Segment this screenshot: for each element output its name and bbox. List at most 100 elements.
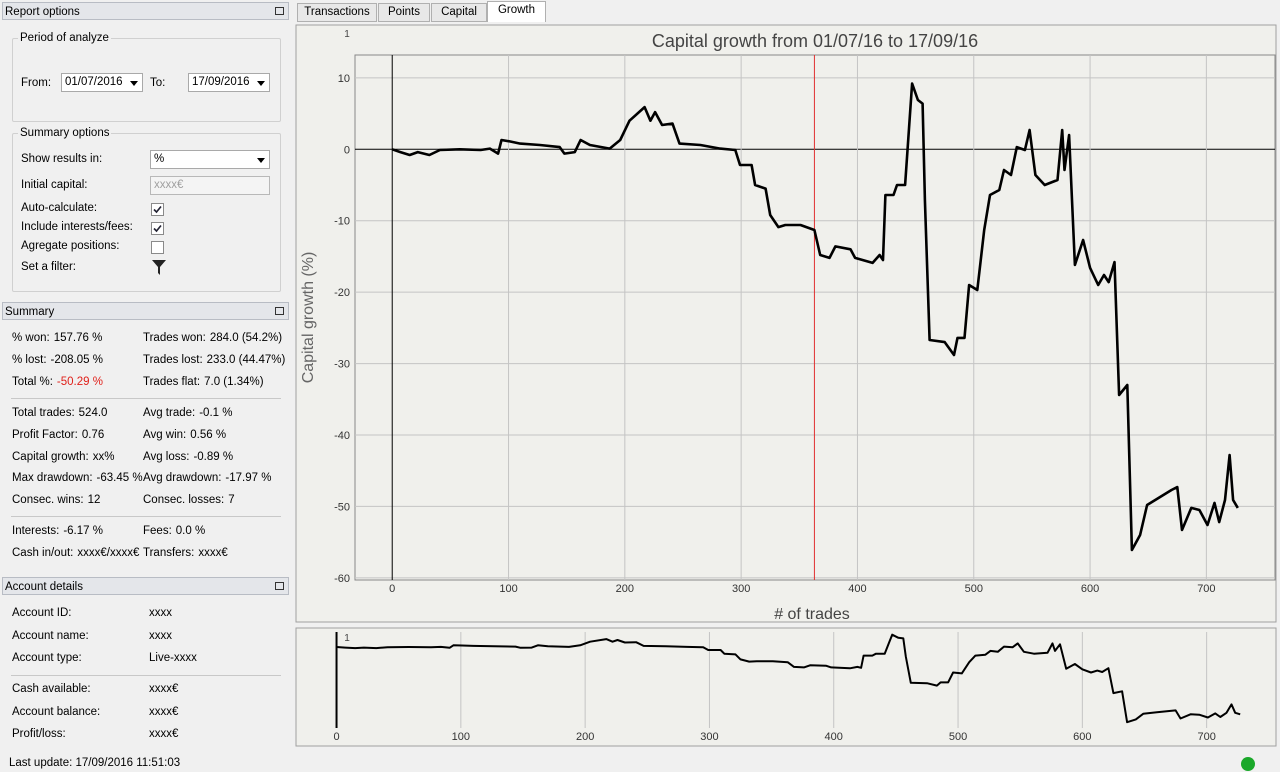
x-tick-label: 600 [1081,583,1099,595]
x-tick-label: 700 [1197,731,1215,743]
results-unit-select[interactable]: % [150,150,270,169]
y-tick-label: -30 [334,359,350,371]
section-header[interactable]: Account details [2,577,289,595]
y-tick-label: -10 [334,216,350,228]
label: Agregate positions: [21,240,120,252]
detail-label: Profit/loss: [12,728,66,740]
item-value: -208.05 % [50,353,103,366]
tab[interactable]: Transactions [297,3,377,22]
section-header[interactable]: Summary [2,302,289,320]
summary-item: Fees: 0.0 % [143,525,205,537]
item-value: 12 [87,494,101,507]
summary-item: % won: 157.76 % [12,332,102,344]
date-picker[interactable]: 17/09/2016 [188,73,270,92]
summary-item: Trades lost: 233.0 (44.47%) [143,354,285,366]
summary-item: Consec. losses: 7 [143,494,235,506]
section-header[interactable]: Report options [2,2,289,20]
label: Initial capital: [21,179,88,191]
summary-item: Interests: -6.17 % [12,525,103,537]
item-label: Total trades: [12,407,75,419]
chart-title: Capital growth from 01/07/16 to 17/09/16 [652,31,978,51]
detail-value: xxxx€ [149,705,179,718]
float-button[interactable] [275,582,284,590]
group-title: Period of analyze [18,32,111,44]
label: Include interests/fees: [21,221,133,233]
item-value: -17.97 % [225,472,272,485]
item-value: 0.0 % [175,525,206,537]
item-label: Consec. losses: [143,494,225,507]
section-title: Account details [5,581,83,593]
summary-item: Trades won: 284.0 (54.2%) [143,332,282,344]
x-tick-label: 300 [732,583,750,595]
checkbox[interactable] [151,203,164,216]
item-value: -6.17 % [63,525,103,537]
item-value: -50.29 % [56,375,103,388]
detail-value: xxxx€ [149,728,179,740]
item-value: 0.56 % [190,428,227,441]
item-label: Trades lost: [143,353,203,366]
item-label: Capital growth: [12,450,89,463]
tab[interactable]: Growth [487,1,546,22]
checkbox[interactable] [151,222,164,235]
summary-item: Consec. wins: 12 [12,494,100,506]
item-value: 157.76 % [53,332,103,344]
group-title: Summary options [18,127,112,139]
growth-line [336,633,1241,724]
last-update: Last update: 17/09/2016 11:51:03 [9,757,181,769]
detail-label: Account name: [12,629,89,642]
summary-item: Trades flat: 7.0 (1.34%) [143,376,264,388]
item-label: Avg loss: [143,450,190,463]
summary-item: Total trades: 524.0 [12,407,107,419]
x-tick-label: 0 [333,731,339,743]
item-label: Trades won: [143,332,206,344]
filter-icon[interactable] [151,259,167,276]
item-label: Cash in/out: [12,546,74,559]
item-label: Trades flat: [143,375,201,388]
summary-item: Max drawdown: -63.45 % [12,472,143,484]
detail-label: Account ID: [12,607,72,619]
y-tick-label: -60 [334,573,350,585]
tab[interactable]: Points [378,3,430,22]
y-tick-label: -50 [334,501,350,513]
date-picker[interactable]: 01/07/2016 [61,73,143,92]
item-value: 0.76 [81,428,105,441]
x-tick-label: 700 [1197,583,1215,595]
x-tick-label: 100 [452,731,470,743]
group-box [12,133,281,292]
tab[interactable]: Capital [431,3,487,22]
detail-value: xxxx€ [149,683,179,695]
summary-item: Transfers: xxxx€ [143,547,228,559]
capital-input[interactable]: xxxx€ [150,176,270,195]
float-button[interactable] [275,7,284,15]
checkbox[interactable] [151,241,164,254]
detail-value: xxxx [149,607,172,619]
summary-item: Avg loss: -0.89 % [143,451,233,463]
item-value: 233.0 (44.47%) [206,353,286,366]
x-tick-label: 400 [825,731,843,743]
summary-item: Cash in/out: xxxx€/xxxx€ [12,547,139,559]
group-box [12,38,281,122]
item-label: Transfers: [143,546,195,559]
check-mark [153,205,162,214]
label: Show results in: [21,153,103,165]
float-button[interactable] [275,307,284,315]
x-tick-label: 100 [499,583,517,595]
y-axis-label: Capital growth (%) [300,252,317,384]
summary-item: Avg drawdown: -17.97 % [143,472,271,484]
y-tick-label: -20 [334,287,350,299]
item-label: Consec. wins: [12,494,84,507]
item-label: Fees: [143,525,172,537]
detail-value: xxxx [149,629,172,642]
x-tick-label: 400 [848,583,866,595]
overview-frame [295,627,1277,747]
status-indicator [1241,757,1255,771]
item-label: Profit Factor: [12,428,78,441]
summary-item: % lost: -208.05 % [12,354,103,366]
separator [11,516,281,517]
item-value: 284.0 (54.2%) [209,332,283,344]
summary-item: Avg trade: -0.1 % [143,407,232,419]
growth-line [391,82,1239,552]
detail-value: Live-xxxx [149,652,197,664]
corner-label: 1 [344,633,350,644]
x-tick-label: 600 [1073,731,1091,743]
